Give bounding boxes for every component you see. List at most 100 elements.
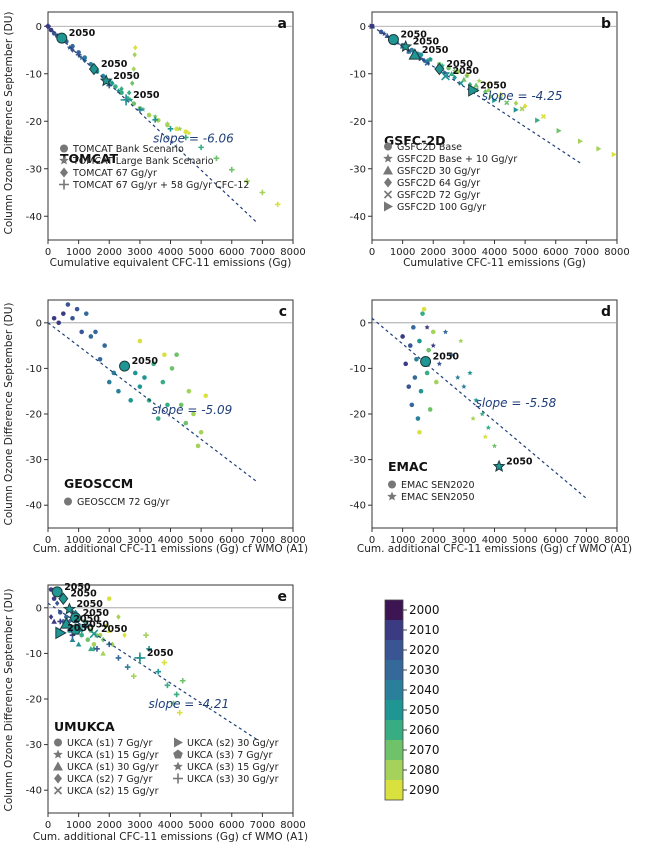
data-point — [54, 600, 60, 607]
annotation-2050: 2050 — [422, 45, 449, 56]
data-point — [430, 329, 436, 335]
legend-right-marker — [173, 761, 183, 771]
x-tick-label: 1000 — [390, 535, 415, 546]
data-point — [137, 338, 143, 344]
series-circle — [400, 306, 439, 435]
data-point — [403, 361, 408, 367]
data-point — [51, 596, 57, 601]
x-tick-label: 6000 — [543, 247, 568, 258]
x-tick-label: 7000 — [250, 535, 275, 546]
data-point — [418, 52, 424, 58]
data-point — [142, 375, 147, 380]
colorbar-year-label: 2020 — [409, 643, 440, 657]
data-point — [406, 384, 412, 389]
data-point — [417, 429, 422, 435]
data-point — [129, 80, 135, 87]
data-point — [79, 329, 84, 335]
data-point — [110, 80, 115, 87]
data-point — [169, 366, 175, 371]
data-point — [155, 416, 161, 421]
annotation-2050: 2050 — [147, 648, 174, 659]
x-tick-label: 5000 — [188, 535, 213, 546]
data-point — [244, 178, 250, 184]
series-circle — [51, 302, 209, 449]
2050-marker — [399, 39, 413, 53]
2050-marker — [60, 617, 73, 629]
x-tick-label: 6000 — [543, 535, 568, 546]
data-point — [176, 709, 183, 716]
legend-marker — [384, 142, 392, 151]
data-point — [85, 637, 91, 643]
x-tick-label: 8000 — [280, 535, 305, 546]
data-point — [427, 56, 433, 62]
panel-a: 0 1000 2000 3000 4000 5000 6000 7000 8000 0 -10 -20… — [3, 11, 306, 269]
series-star — [424, 324, 502, 469]
data-point — [485, 87, 492, 93]
legend-label: GSFC2D 100 Gg/yr — [397, 202, 486, 213]
data-point — [82, 619, 88, 624]
data-point — [424, 60, 430, 66]
data-point — [93, 329, 98, 335]
x-tick-label: 2000 — [421, 535, 446, 546]
panel-e: 0 1000 2000 3000 4000 5000 6000 7000 8000 0 -10 -20… — [3, 582, 308, 843]
y-tick-label: -40 — [26, 786, 42, 797]
colorbar-year-label: 2070 — [409, 743, 440, 757]
data-point — [174, 126, 179, 132]
annotation-2050: 2050 — [69, 28, 96, 39]
data-point — [126, 89, 132, 96]
data-point — [167, 126, 174, 132]
annotation-2050: 2050 — [506, 456, 533, 467]
x-tick-label: 8000 — [280, 820, 305, 831]
y-tick-label: -10 — [26, 649, 42, 660]
y-tick-label: -10 — [26, 69, 42, 80]
data-point — [482, 434, 488, 440]
legend-left-marker — [54, 773, 62, 784]
y-tick-label: -20 — [26, 410, 42, 421]
y-tick-label: -20 — [350, 117, 366, 128]
legend-left-label: UKCA (s2) 15 Gg/yr — [67, 786, 159, 797]
data-point — [183, 134, 189, 141]
legend-label: GSFC2D 64 Gg/yr — [397, 178, 480, 189]
data-point — [66, 44, 73, 50]
data-point — [137, 384, 143, 389]
legend-label: EMAC SEN2020 — [401, 480, 475, 491]
2050-marker — [99, 74, 113, 87]
annotation-2050: 2050 — [446, 59, 473, 70]
annotation-2050: 2050 — [73, 614, 100, 625]
2050-marker — [492, 459, 506, 472]
annotation-2050: 2050 — [132, 356, 159, 367]
colorbar-year-label: 2000 — [409, 603, 440, 617]
data-point — [128, 398, 133, 403]
plot-frame — [47, 11, 294, 241]
legend-left-marker — [53, 749, 63, 759]
x-tick-label: 1000 — [66, 247, 91, 258]
data-point — [461, 383, 467, 389]
data-point — [412, 375, 418, 380]
data-point — [458, 338, 464, 344]
data-point — [70, 315, 75, 321]
data-point — [146, 646, 152, 652]
data-point — [578, 138, 584, 144]
legend-label: GSFC2D 30 Gg/yr — [397, 166, 480, 177]
panel-label: d — [601, 304, 611, 320]
y-tick-label: -30 — [26, 455, 42, 466]
annotation-2050: 2050 — [70, 589, 97, 600]
2050-marker — [434, 62, 445, 76]
2050-marker — [441, 71, 450, 81]
legend-label: TOMCAT 67 Gg/yr + 58 Gg/yr CFC-12 — [72, 180, 249, 191]
x-tick-label: 3000 — [451, 535, 476, 546]
data-point — [65, 302, 71, 307]
legend-label: EMAC SEN2050 — [401, 492, 475, 503]
x-tick-label: 0 — [369, 247, 375, 258]
y-tick-label: -30 — [26, 164, 42, 175]
x-tick-label: 3000 — [127, 247, 152, 258]
colorbar-swatch — [385, 600, 403, 620]
colorbar-frame — [384, 599, 404, 801]
data-point — [485, 81, 491, 87]
y-tick-label: -20 — [26, 117, 42, 128]
data-point — [228, 166, 235, 173]
data-point — [535, 117, 541, 124]
data-point — [424, 370, 430, 376]
data-point — [430, 342, 436, 348]
data-point — [596, 146, 602, 152]
